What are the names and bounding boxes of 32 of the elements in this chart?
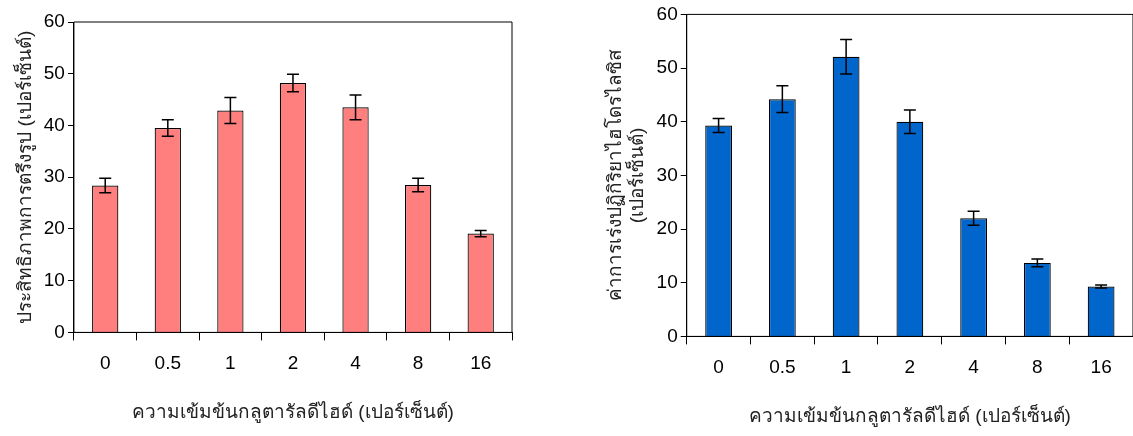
y-tick-label: 60 <box>656 2 678 24</box>
y-tick-label: 30 <box>43 165 65 187</box>
y-axis-title: ค่าการเร่งปฏิกิริยาไฮโดรไลซิส (เปอร์เซ็นต์) <box>602 49 648 302</box>
y-tick-label: 0 <box>54 320 65 342</box>
y-axis-title: ประสิทธิภาพการตรึงรูป (เปอร์เซ็นต์) <box>11 30 36 324</box>
x-tick-label: 0 <box>99 352 111 374</box>
x-tick-label: 16 <box>470 352 492 374</box>
x-tick-label: 0.5 <box>154 352 182 374</box>
x-tick-label: 0 <box>713 356 724 378</box>
x-tick-label: 0.5 <box>769 356 796 378</box>
x-axis-title: ความเข้มข้นกลูตารัลดีไฮด์ (เปอร์เซ็นต์) <box>748 402 1071 427</box>
x-tick-label: 4 <box>350 352 362 374</box>
y-tick-label: 0 <box>667 324 678 346</box>
x-tick-label: 1 <box>225 352 236 374</box>
y-tick-label: 50 <box>43 61 65 83</box>
x-axis-title: ความเข้มข้นกลูตารัลดีไฮด์ (เปอร์เซ็นต์) <box>132 398 454 423</box>
x-tick-label: 1 <box>840 356 852 378</box>
y-tick-label: 40 <box>43 113 65 135</box>
y-tick-label: 60 <box>43 10 65 32</box>
x-tick-label: 8 <box>1032 356 1043 378</box>
x-tick-label: 8 <box>412 352 424 374</box>
x-tick-label: 2 <box>904 356 916 378</box>
y-tick-label: 40 <box>656 109 678 131</box>
y-tick-label: 20 <box>43 217 65 239</box>
y-tick-label: 50 <box>656 56 678 78</box>
y-tick-label: 10 <box>43 268 65 290</box>
y-tick-label: 30 <box>656 163 678 185</box>
y-tick-label: 20 <box>656 217 678 239</box>
y-tick-label: 10 <box>656 270 678 292</box>
x-tick-label: 4 <box>968 356 980 378</box>
x-tick-label: 16 <box>1090 356 1112 378</box>
x-tick-label: 2 <box>287 352 299 374</box>
